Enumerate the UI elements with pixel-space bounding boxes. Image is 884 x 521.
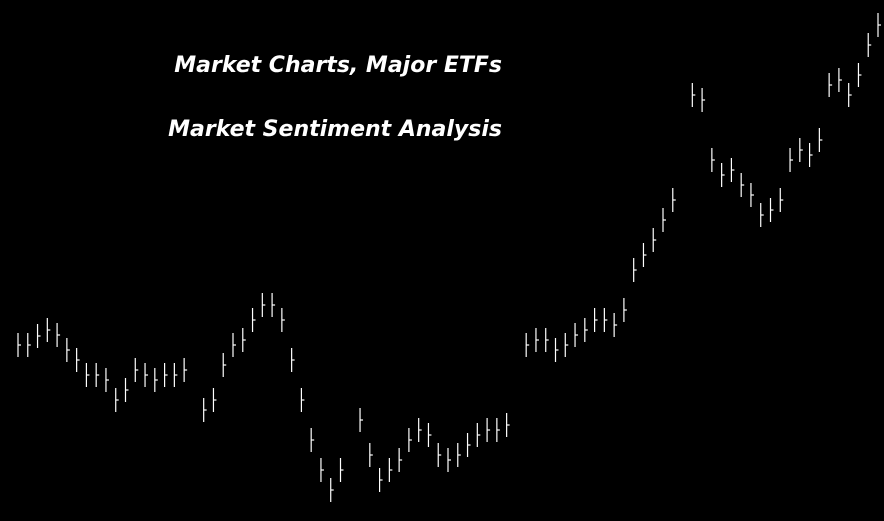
nav-link[interactable]: Market Charts, Major ETFs bbox=[174, 53, 502, 78]
nav-link[interactable]: Market Sentiment Analysis bbox=[168, 117, 502, 142]
